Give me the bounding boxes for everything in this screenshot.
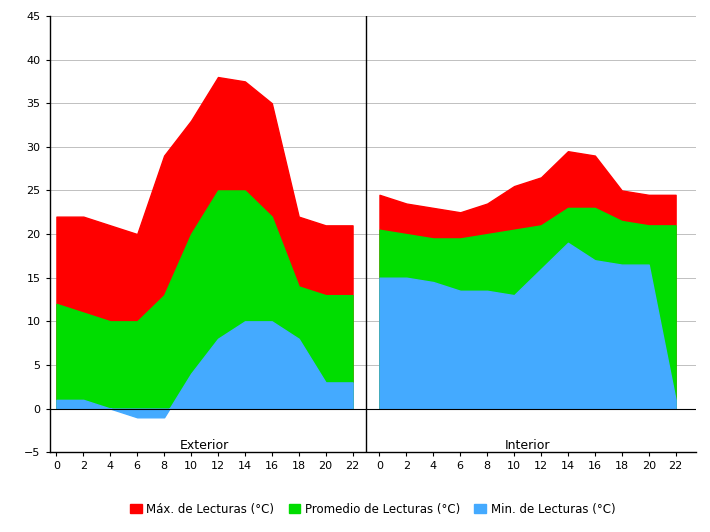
Legend: Máx. de Lecturas (°C), Promedio de Lecturas (°C), Min. de Lecturas (°C): Máx. de Lecturas (°C), Promedio de Lectu…	[125, 498, 621, 520]
Text: Exterior: Exterior	[180, 439, 229, 452]
Text: Interior: Interior	[505, 439, 550, 452]
